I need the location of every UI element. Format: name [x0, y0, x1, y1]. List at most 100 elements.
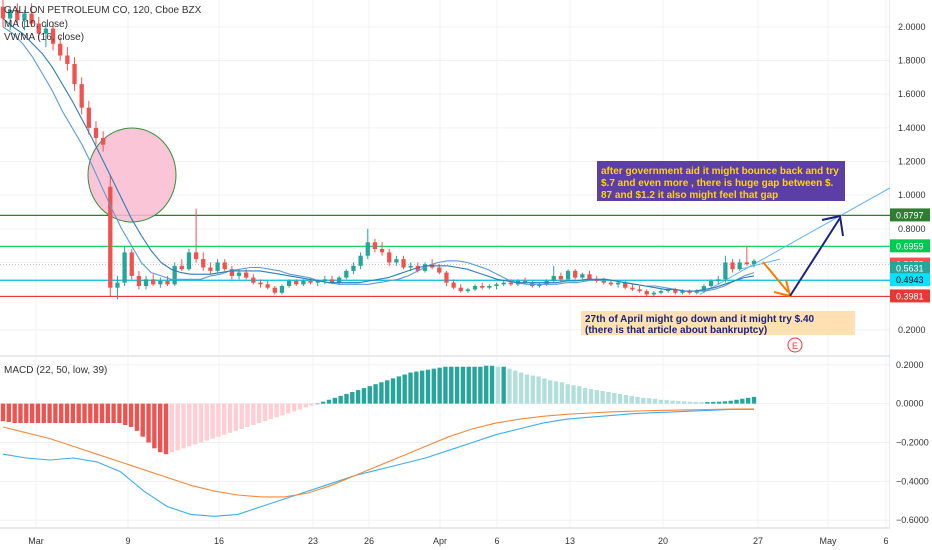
candle-body — [108, 186, 113, 288]
macd-histogram-bar — [728, 400, 733, 404]
macd-histogram-bar — [402, 374, 407, 404]
macd-histogram-bar — [251, 403, 256, 426]
macd-histogram-bar — [338, 395, 343, 404]
macd-histogram-bar — [419, 370, 425, 404]
candle-body — [751, 260, 757, 265]
candle-body — [143, 279, 149, 287]
candle-body — [186, 252, 192, 270]
macd-histogram-bar — [169, 403, 175, 453]
candle-body — [265, 284, 270, 288]
candle-body — [244, 272, 249, 278]
macd-histogram-bar — [460, 366, 466, 404]
candle-body — [744, 262, 749, 265]
candle-body — [701, 286, 707, 292]
macd-histogram-bar — [751, 396, 757, 404]
candle-body — [601, 280, 606, 283]
candle-body — [229, 269, 235, 276]
price-tick-label: 1.0000 — [898, 190, 926, 200]
macd-histogram-bar — [297, 403, 303, 410]
price-tick-label: 1.6000 — [898, 89, 926, 99]
price-level-badge — [890, 289, 930, 303]
macd-histogram-bar — [210, 403, 215, 439]
macd-histogram-bar — [222, 403, 227, 435]
macd-histogram-bar — [635, 396, 640, 404]
macd-histogram-bar — [280, 403, 285, 416]
price-tick-label: 0.8000 — [898, 224, 926, 234]
time-tick-label: 6 — [494, 536, 499, 546]
candle-body — [65, 55, 70, 64]
time-axis[interactable]: Mar 9 16 23 26 Apr 6 13 20 27 May 6 — [0, 529, 932, 550]
macd-histogram-bar — [35, 403, 41, 424]
candle-body — [501, 282, 506, 285]
vwma-indicator-label[interactable]: VWMA (16, close) — [4, 32, 84, 43]
macd-histogram-bar — [181, 403, 186, 449]
candle-body — [337, 277, 342, 283]
candle-body — [72, 63, 77, 85]
macd-histogram-bar — [379, 382, 384, 404]
price-tick-label: 1.8000 — [898, 56, 926, 66]
macd-histogram-bar — [111, 403, 116, 424]
lower-annotation-line-2: (there is that article about bankruptcy) — [585, 325, 767, 336]
lower-annotation-box[interactable] — [581, 311, 855, 335]
time-tick-label: 23 — [308, 536, 318, 546]
candle-body — [551, 275, 556, 281]
candle-body — [222, 262, 227, 270]
upper-annotation-line-1: after government aid it might bounce bac… — [601, 166, 839, 177]
macd-histogram-bar — [291, 403, 297, 412]
macd-histogram-bar — [29, 403, 35, 424]
macd-histogram-bar — [175, 403, 180, 451]
macd-histogram-bar — [548, 380, 553, 404]
candle-body — [258, 282, 263, 285]
macd-histogram-bar — [740, 398, 745, 404]
candle-body — [673, 289, 678, 293]
macd-histogram-bar — [437, 367, 442, 404]
macd-histogram-bar — [524, 374, 530, 404]
macd-histogram-bar — [59, 403, 64, 424]
macd-histogram-bar — [268, 403, 273, 420]
macd-histogram-bar — [617, 393, 623, 404]
macd-tick-label: −0.2000 — [896, 438, 929, 448]
signal-line — [2, 408, 755, 498]
moving-average-lines — [2, 18, 755, 292]
candle-body — [558, 275, 564, 280]
macd-histogram-bar — [623, 394, 629, 404]
macd-histogram-bar — [664, 400, 669, 404]
candle-body — [43, 28, 49, 34]
macd-histogram-bar — [612, 392, 617, 404]
macd-histogram-bar — [507, 368, 512, 404]
time-tick-label: 9 — [125, 536, 130, 546]
macd-histogram-bar — [472, 366, 477, 404]
upper-annotation-box[interactable] — [597, 161, 845, 201]
candle-body — [565, 270, 571, 280]
symbol-title[interactable]: GALLON PETROLEUM CO, 120, Cboe BZX — [4, 5, 202, 16]
candle-body — [158, 280, 163, 285]
macd-histogram-bar — [489, 365, 495, 404]
trend-line — [699, 184, 896, 295]
macd-histogram-bar — [495, 366, 501, 404]
macd-histogram-bar — [321, 401, 326, 404]
macd-tick-label: −0.6000 — [896, 515, 929, 525]
macd-histogram-bar — [536, 376, 541, 404]
candle-body — [351, 265, 356, 271]
macd-histogram-bar — [12, 403, 17, 424]
earnings-marker[interactable] — [787, 337, 803, 353]
candle-body — [165, 280, 170, 285]
candle-body — [608, 282, 614, 285]
candle-body — [680, 291, 685, 293]
candle-body — [93, 127, 99, 138]
macd-pane — [0, 365, 757, 517]
candle-body — [151, 279, 156, 285]
candle-body — [136, 275, 142, 287]
candle-body — [344, 270, 349, 278]
candle-body — [179, 265, 184, 270]
candle-body — [723, 262, 728, 280]
ma-indicator-label[interactable]: MA (10, close) — [4, 19, 68, 30]
macd-indicator-label[interactable]: MACD (22, 50, low, 39) — [4, 365, 107, 376]
candle-body — [508, 282, 513, 285]
macd-histogram-bar — [513, 370, 518, 404]
candle-body — [401, 259, 406, 268]
candle-body — [322, 279, 328, 281]
macd-histogram-bar — [152, 403, 157, 449]
macd-histogram-bar — [594, 390, 599, 404]
